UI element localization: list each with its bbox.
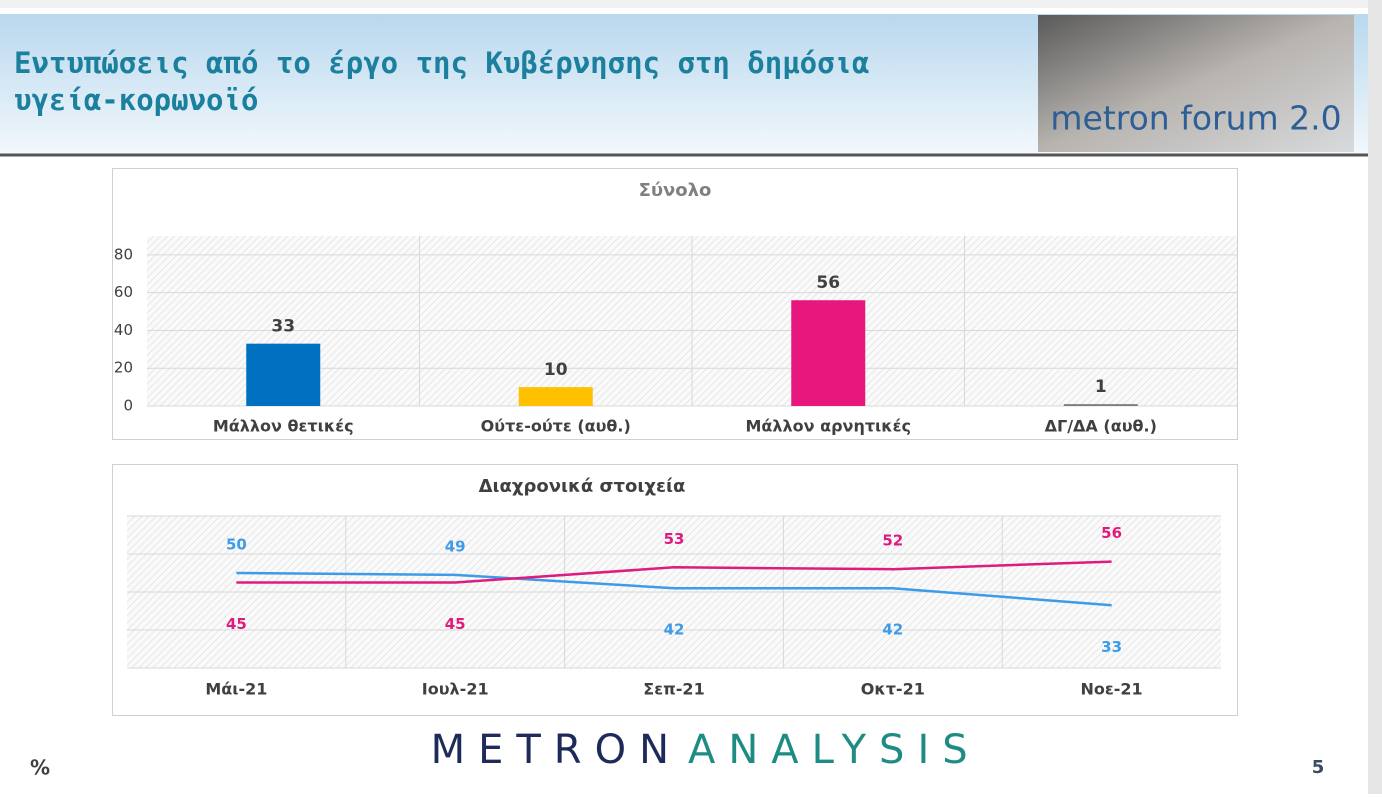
y-tick-label: 0 [123, 397, 133, 415]
header-title: Εντυπώσεις από το έργο της Κυβέρνησης στ… [14, 46, 870, 80]
data-label: 49 [445, 537, 466, 555]
series-line [236, 571, 1112, 607]
data-label: 56 [1101, 524, 1122, 542]
x-tick-label: Μάλλον θετικές [213, 417, 354, 436]
y-tick-label: 60 [114, 283, 133, 301]
bar [518, 387, 593, 406]
logo-text: metron forum 2.0 [1050, 99, 1341, 138]
data-label: 33 [271, 317, 295, 337]
brand-left: METRON [431, 727, 682, 773]
data-label: 42 [664, 621, 685, 639]
data-label: 53 [664, 530, 685, 548]
brand-right: ANALYSIS [688, 727, 981, 773]
bar [791, 300, 866, 406]
y-tick-label: 20 [114, 359, 133, 377]
data-label: 10 [544, 360, 568, 380]
x-tick-label: Νοε-21 [1080, 680, 1142, 699]
x-tick-label: Μάλλον αρνητικές [745, 417, 911, 436]
x-tick-label: Ούτε-ούτε (αυθ.) [481, 417, 631, 436]
x-tick-label: Μάι-21 [205, 680, 267, 699]
bar [1063, 404, 1138, 406]
series-line [236, 560, 1112, 584]
top-strip [0, 0, 1368, 8]
chart-title: Σύνολο [639, 180, 712, 201]
data-label: 56 [816, 273, 840, 293]
logo-image [1038, 15, 1354, 152]
data-label: 52 [882, 532, 903, 550]
data-label: 45 [226, 615, 247, 633]
data-label: 1 [1095, 377, 1107, 397]
x-tick-label: Οκτ-21 [861, 680, 925, 699]
header-title: υγεία-κορωνοϊό [14, 83, 258, 117]
y-tick-label: 80 [114, 245, 133, 263]
data-label: 45 [445, 615, 466, 633]
data-label: 50 [226, 536, 247, 554]
page-number: 5 [1312, 757, 1325, 778]
y-tick-label: 40 [114, 321, 133, 339]
x-tick-label: ΔΓ/ΔΑ (αυθ.) [1045, 417, 1157, 436]
x-tick-label: Ιουλ-21 [422, 680, 489, 699]
data-label: 42 [882, 621, 903, 639]
unit-label: % [30, 756, 50, 780]
data-label: 33 [1101, 638, 1122, 656]
x-tick-label: Σεπ-21 [643, 680, 704, 699]
side-band [1368, 0, 1382, 794]
bar [246, 343, 321, 406]
chart-title: Διαχρονικά στοιχεία [479, 476, 686, 497]
